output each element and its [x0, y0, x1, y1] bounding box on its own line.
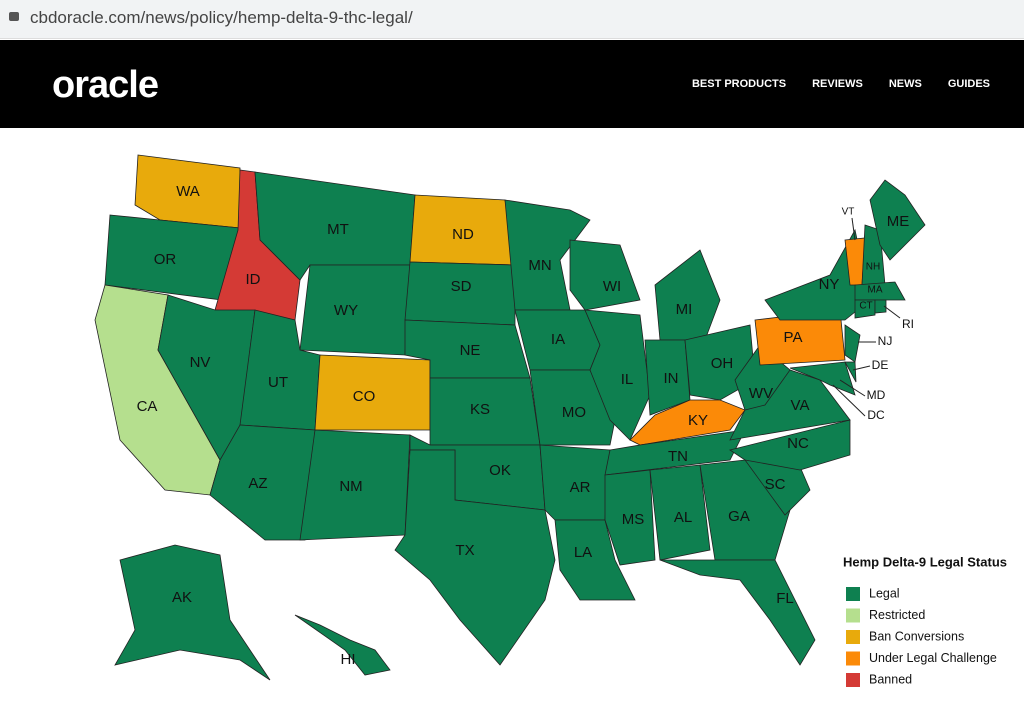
state — [789, 361, 856, 396]
legend-label: Ban Conversions — [869, 629, 964, 643]
state-label: CO — [353, 388, 376, 405]
state — [604, 429, 746, 476]
state-label: IL — [621, 371, 634, 388]
state-label: OH — [711, 355, 734, 372]
state — [854, 281, 906, 301]
state-label: NE — [460, 342, 481, 359]
url[interactable]: cbdoracle.com/news/policy/hemp-delta-9-t… — [30, 8, 413, 27]
state — [729, 419, 851, 471]
state-label: UT — [268, 374, 288, 391]
state-label: FL — [776, 590, 794, 607]
state-label: CA — [137, 398, 158, 415]
state — [584, 309, 651, 441]
state — [294, 614, 391, 676]
state-label: OK — [489, 462, 511, 479]
legend-label: Restricted — [869, 608, 925, 622]
leader-line — [852, 365, 871, 371]
state-label: DE — [872, 358, 889, 372]
lock-icon — [9, 12, 19, 21]
state-label: AL — [674, 509, 692, 526]
state-label: IA — [551, 331, 565, 348]
legend-title: Hemp Delta-9 Legal Status — [843, 554, 1007, 569]
state-label: GA — [728, 508, 750, 525]
state — [869, 179, 926, 261]
state-label: KS — [470, 401, 490, 418]
nav-link[interactable]: REVIEWS — [812, 78, 863, 90]
state-label: VT — [842, 207, 855, 218]
state-label: MA — [868, 285, 883, 296]
state-label: MD — [867, 388, 886, 402]
state-label: NJ — [878, 334, 893, 348]
state-label: ME — [887, 213, 910, 230]
nav: BEST PRODUCTS REVIEWS NEWS GUIDES — [692, 78, 1024, 90]
state-label: SD — [451, 278, 472, 295]
state-label: VA — [791, 397, 810, 414]
legend-swatch — [846, 651, 860, 666]
legend-swatch — [846, 608, 860, 623]
state-label: WA — [176, 183, 200, 200]
state-label: DC — [867, 408, 885, 422]
logo[interactable]: oracle — [52, 64, 159, 106]
site-header: oracle BEST PRODUCTS REVIEWS NEWS GUIDES — [0, 40, 1024, 128]
nav-link[interactable]: BEST PRODUCTS — [691, 78, 787, 90]
state — [649, 464, 711, 561]
state-label: WY — [334, 302, 358, 319]
state-label: PA — [784, 329, 803, 346]
state — [844, 361, 857, 383]
state-label: MT — [327, 221, 349, 238]
state-label: KY — [688, 412, 708, 429]
browser-bar: cbdoracle.com/news/policy/hemp-delta-9-t… — [0, 0, 1024, 39]
legend-label: Legal — [869, 586, 900, 600]
state-label: TN — [668, 448, 688, 465]
state-label: MO — [562, 404, 586, 421]
state-label: LA — [574, 544, 592, 561]
legend-label: Banned — [869, 672, 912, 686]
state-label: ND — [452, 226, 474, 243]
state-label: HI — [341, 651, 356, 668]
state-label: ID — [246, 271, 261, 288]
legend-swatch — [846, 630, 860, 644]
leader-line — [832, 384, 866, 417]
state-label: CT — [859, 301, 872, 312]
legend-label: Under Legal Challenge — [869, 651, 997, 665]
leader-line — [839, 379, 866, 397]
state — [874, 299, 887, 314]
state-label: AR — [570, 479, 591, 496]
state-label: AK — [172, 589, 192, 606]
state — [854, 299, 876, 319]
leader-line — [883, 305, 901, 319]
nav-link[interactable]: GUIDES — [947, 78, 990, 90]
state-label: NV — [190, 354, 211, 371]
state-label: TX — [455, 542, 474, 559]
state — [654, 249, 721, 341]
state-label: NC — [787, 435, 809, 452]
state — [394, 449, 556, 666]
state-label: WV — [749, 385, 773, 402]
state-label: SC — [765, 476, 786, 493]
state-label: NY — [819, 276, 840, 293]
state — [844, 324, 861, 363]
state-label: MI — [676, 301, 693, 318]
leader-line — [851, 217, 856, 241]
state-label: MN — [528, 257, 551, 274]
state — [569, 239, 641, 311]
state-label: MS — [622, 511, 645, 528]
legend-swatch — [846, 673, 860, 687]
state-label: NM — [339, 478, 362, 495]
state — [114, 544, 271, 681]
state-label: OR — [154, 251, 177, 268]
state-label: RI — [902, 317, 914, 331]
state-label: IN — [664, 370, 679, 387]
nav-link[interactable]: NEWS — [888, 78, 922, 90]
state-label: NH — [866, 262, 880, 273]
state — [659, 559, 816, 666]
state-label: AZ — [248, 475, 267, 492]
state — [604, 469, 656, 566]
legend-swatch — [846, 587, 860, 601]
state-label: WI — [603, 278, 621, 295]
state — [529, 369, 616, 446]
